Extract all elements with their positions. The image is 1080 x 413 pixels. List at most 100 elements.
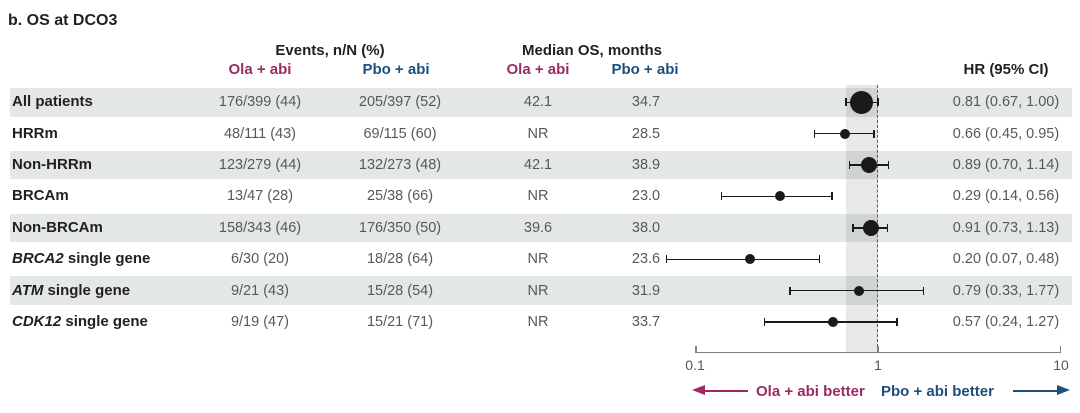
- events-ola-arm-header: Ola + abi: [228, 61, 292, 78]
- ci-cap-high: [896, 318, 898, 327]
- events-pbo-cell: 18/28 (64): [366, 251, 434, 268]
- events-ola-cell: 9/21 (43): [230, 282, 290, 299]
- row-shading: [10, 150, 1072, 180]
- ola-better-label: Ola + abi better: [756, 383, 865, 400]
- x-axis-line: [695, 351, 1061, 353]
- median-pbo-cell: 38.9: [631, 157, 661, 174]
- median-os-group-header: Median OS, months: [521, 42, 662, 59]
- events-ola-cell: 158/343 (46): [218, 219, 302, 236]
- hr-ci-cell: 0.91 (0.73, 1.13): [952, 219, 1060, 236]
- hr-1-reference-line: [877, 85, 879, 352]
- events-pbo-cell: 15/21 (71): [366, 314, 434, 331]
- median-pbo-cell: 38.0: [631, 219, 661, 236]
- row-label: Non-HRRm: [12, 156, 92, 174]
- ci-cap-high: [877, 98, 879, 107]
- hr-ci-cell: 0.89 (0.70, 1.14): [952, 157, 1060, 174]
- row-label: BRCA2 single gene: [12, 250, 151, 268]
- ci-cap-low: [852, 223, 854, 232]
- ci-cap-high: [886, 223, 889, 232]
- ci-cap-low: [845, 98, 847, 107]
- median-pbo-cell: 23.6: [631, 251, 661, 268]
- right-arrow-line: [1013, 389, 1057, 392]
- pbo-better-label: Pbo + abi better: [881, 383, 994, 400]
- hr-ci-cell: 0.57 (0.24, 1.27): [952, 314, 1060, 331]
- axis-tick-1: [877, 345, 879, 352]
- row-label: CDK12 single gene: [12, 313, 148, 331]
- median-ola-arm-header: Ola + abi: [506, 61, 570, 78]
- reference-ci-band: [846, 85, 878, 352]
- median-ola-cell: 42.1: [523, 94, 553, 111]
- events-group-header: Events, n/N (%): [275, 42, 385, 59]
- hr-point-marker: [854, 285, 865, 296]
- median-pbo-cell: 33.7: [631, 314, 661, 331]
- ci-cap-low: [848, 161, 851, 170]
- axis-label-10: 10: [1053, 356, 1069, 373]
- events-pbo-cell: 69/115 (60): [363, 125, 437, 142]
- hr-point-marker: [860, 157, 877, 174]
- ci-cap-high: [887, 161, 890, 170]
- hr-ci-cell: 0.79 (0.33, 1.77): [952, 282, 1060, 299]
- median-ola-cell: NR: [527, 188, 549, 205]
- ci-cap-high: [922, 286, 925, 295]
- hr-point-marker: [839, 128, 850, 139]
- row-label: BRCAm: [12, 187, 69, 205]
- median-ola-cell: NR: [527, 282, 549, 299]
- row-label: Non-BRCAm: [12, 218, 103, 236]
- left-arrow-line: [704, 389, 748, 392]
- axis-tick-10: [1059, 345, 1061, 352]
- median-pbo-cell: 34.7: [631, 94, 661, 111]
- gene-name-italic: ATM: [12, 281, 44, 299]
- hr-point-marker: [774, 191, 785, 202]
- left-arrowhead-icon: [692, 385, 705, 395]
- events-pbo-arm-header: Pbo + abi: [362, 61, 430, 78]
- events-pbo-cell: 205/397 (52): [358, 94, 442, 111]
- right-arrowhead-icon: [1057, 385, 1070, 395]
- median-ola-cell: NR: [527, 251, 549, 268]
- hr-point-marker: [745, 254, 756, 265]
- ci-cap-low: [665, 255, 668, 264]
- events-ola-cell: 48/111 (43): [223, 125, 296, 142]
- axis-tick-0.1: [695, 345, 697, 352]
- ci-cap-low: [813, 129, 816, 138]
- hr-ci-cell: 0.20 (0.07, 0.48): [952, 251, 1060, 268]
- row-shading: [10, 88, 1072, 117]
- median-ola-cell: 39.6: [523, 219, 553, 236]
- hr-point-marker: [828, 317, 839, 328]
- gene-name-italic: CDK12: [12, 313, 62, 331]
- median-ola-cell: NR: [527, 125, 549, 142]
- ci-cap-high: [873, 129, 875, 138]
- events-pbo-cell: 176/350 (50): [358, 219, 442, 236]
- hr-point-marker: [849, 90, 873, 114]
- ci-cap-high: [831, 192, 833, 201]
- row-label: All patients: [12, 93, 93, 111]
- median-pbo-arm-header: Pbo + abi: [611, 61, 679, 78]
- axis-label-1: 1: [874, 356, 882, 373]
- events-pbo-cell: 25/38 (66): [366, 188, 434, 205]
- ci-cap-low: [720, 192, 723, 201]
- events-ola-cell: 123/279 (44): [218, 157, 302, 174]
- events-ola-cell: 13/47 (28): [226, 188, 294, 205]
- row-shading: [10, 213, 1072, 243]
- median-ola-cell: NR: [527, 314, 549, 331]
- events-ola-cell: 176/399 (44): [218, 94, 302, 111]
- events-pbo-cell: 132/273 (48): [358, 157, 442, 174]
- hr-ci-cell: 0.81 (0.67, 1.00): [952, 94, 1060, 111]
- events-pbo-cell: 15/28 (54): [366, 282, 434, 299]
- hr-point-marker: [862, 219, 879, 236]
- row-label: ATM single gene: [12, 281, 131, 299]
- hr-ci-cell: 0.66 (0.45, 0.95): [952, 125, 1060, 142]
- ci-whisker: [666, 258, 820, 260]
- median-pbo-cell: 31.9: [631, 282, 661, 299]
- ci-cap-high: [818, 255, 821, 264]
- hr-ci-cell: 0.29 (0.14, 0.56): [952, 188, 1060, 205]
- median-pbo-cell: 23.0: [631, 188, 661, 205]
- ci-cap-low: [789, 286, 791, 295]
- axis-label-0.1: 0.1: [685, 356, 705, 373]
- figure-title: b. OS at DCO3: [8, 12, 118, 29]
- row-label: HRRm: [12, 124, 58, 142]
- events-ola-cell: 6/30 (20): [230, 251, 290, 268]
- median-ola-cell: 42.1: [523, 157, 553, 174]
- median-pbo-cell: 28.5: [631, 125, 661, 142]
- gene-name-italic: BRCA2: [12, 250, 64, 268]
